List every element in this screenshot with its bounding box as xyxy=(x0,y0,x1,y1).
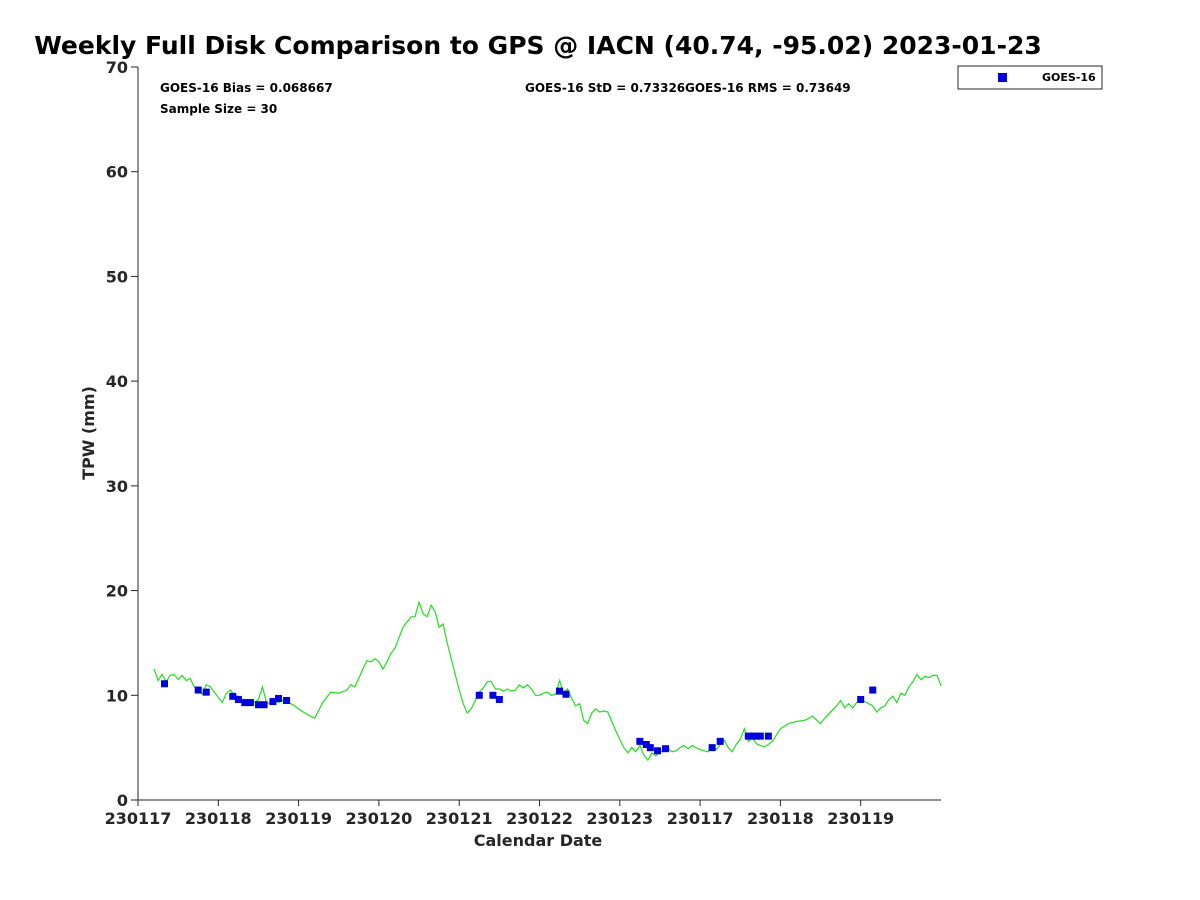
y-ticks: 0 10 20 30 40 50 60 70 xyxy=(106,58,138,810)
goes16-point xyxy=(202,688,210,696)
legend-marker xyxy=(998,73,1007,82)
x-tick-label: 230122 xyxy=(506,809,573,828)
x-tick-label: 230120 xyxy=(346,809,413,828)
x-tick-label: 230118 xyxy=(747,809,814,828)
chart-title: Weekly Full Disk Comparison to GPS @ IAC… xyxy=(34,31,1042,60)
y-axis-label: TPW (mm) xyxy=(79,386,98,480)
goes16-point xyxy=(475,691,483,699)
goes16-point xyxy=(646,744,654,752)
y-tick-label: 10 xyxy=(106,686,128,705)
goes16-point xyxy=(275,694,283,702)
goes16-point xyxy=(229,692,237,700)
goes16-point xyxy=(654,747,662,755)
x-ticks: 230117 230118 230119 230120 230121 230122 2301… xyxy=(105,800,894,828)
std-annotation: GOES-16 StD = 0.73326 xyxy=(525,81,685,95)
goes16-point xyxy=(744,732,752,740)
y-tick-label: 60 xyxy=(106,163,128,182)
goes16-point xyxy=(756,732,764,740)
x-tick-label: 230117 xyxy=(667,809,734,828)
rms-annotation: GOES-16 RMS = 0.73649 xyxy=(685,81,851,95)
sample-size-annotation: Sample Size = 30 xyxy=(160,102,277,116)
goes16-points-layer xyxy=(160,680,877,755)
goes16-point xyxy=(241,699,249,707)
goes16-point xyxy=(489,691,497,699)
y-tick-label: 0 xyxy=(117,791,128,810)
goes16-point xyxy=(662,745,670,753)
goes16-point xyxy=(562,690,570,698)
goes16-point xyxy=(857,695,865,703)
x-axis-label: Calendar Date xyxy=(474,831,603,850)
goes16-point xyxy=(708,744,716,752)
legend: GOES-16 xyxy=(957,65,1103,90)
goes16-point xyxy=(254,701,262,709)
goes16-point xyxy=(283,697,291,705)
y-tick-label: 70 xyxy=(106,58,128,77)
goes16-point xyxy=(269,698,277,706)
y-tick-label: 20 xyxy=(106,582,128,601)
y-tick-label: 50 xyxy=(106,267,128,286)
y-tick-label: 30 xyxy=(106,477,128,496)
goes16-point xyxy=(234,695,242,703)
x-tick-label: 230123 xyxy=(586,809,653,828)
goes16-point xyxy=(642,741,650,749)
goes16-point xyxy=(246,699,254,707)
x-tick-label: 230117 xyxy=(105,809,172,828)
goes16-point xyxy=(748,732,756,740)
goes16-point xyxy=(160,680,168,688)
x-tick-label: 230119 xyxy=(827,809,894,828)
goes16-point xyxy=(495,695,503,703)
goes16-point xyxy=(636,737,644,745)
legend-label: GOES-16 xyxy=(1042,71,1096,84)
goes16-point xyxy=(194,686,202,694)
x-tick-label: 230119 xyxy=(265,809,332,828)
goes16-point xyxy=(556,687,564,695)
gps-line-layer xyxy=(153,600,942,762)
x-tick-label: 230121 xyxy=(426,809,493,828)
gps-tpw-line xyxy=(153,600,942,762)
goes16-point xyxy=(764,732,772,740)
x-tick-label: 230118 xyxy=(185,809,252,828)
legend-box xyxy=(957,65,1103,90)
goes16-point xyxy=(869,686,877,694)
goes16-point xyxy=(716,737,724,745)
goes16-point xyxy=(752,732,760,740)
goes16-point xyxy=(260,701,268,709)
y-tick-label: 40 xyxy=(106,372,128,391)
bias-annotation: GOES-16 Bias = 0.068667 xyxy=(160,81,333,95)
